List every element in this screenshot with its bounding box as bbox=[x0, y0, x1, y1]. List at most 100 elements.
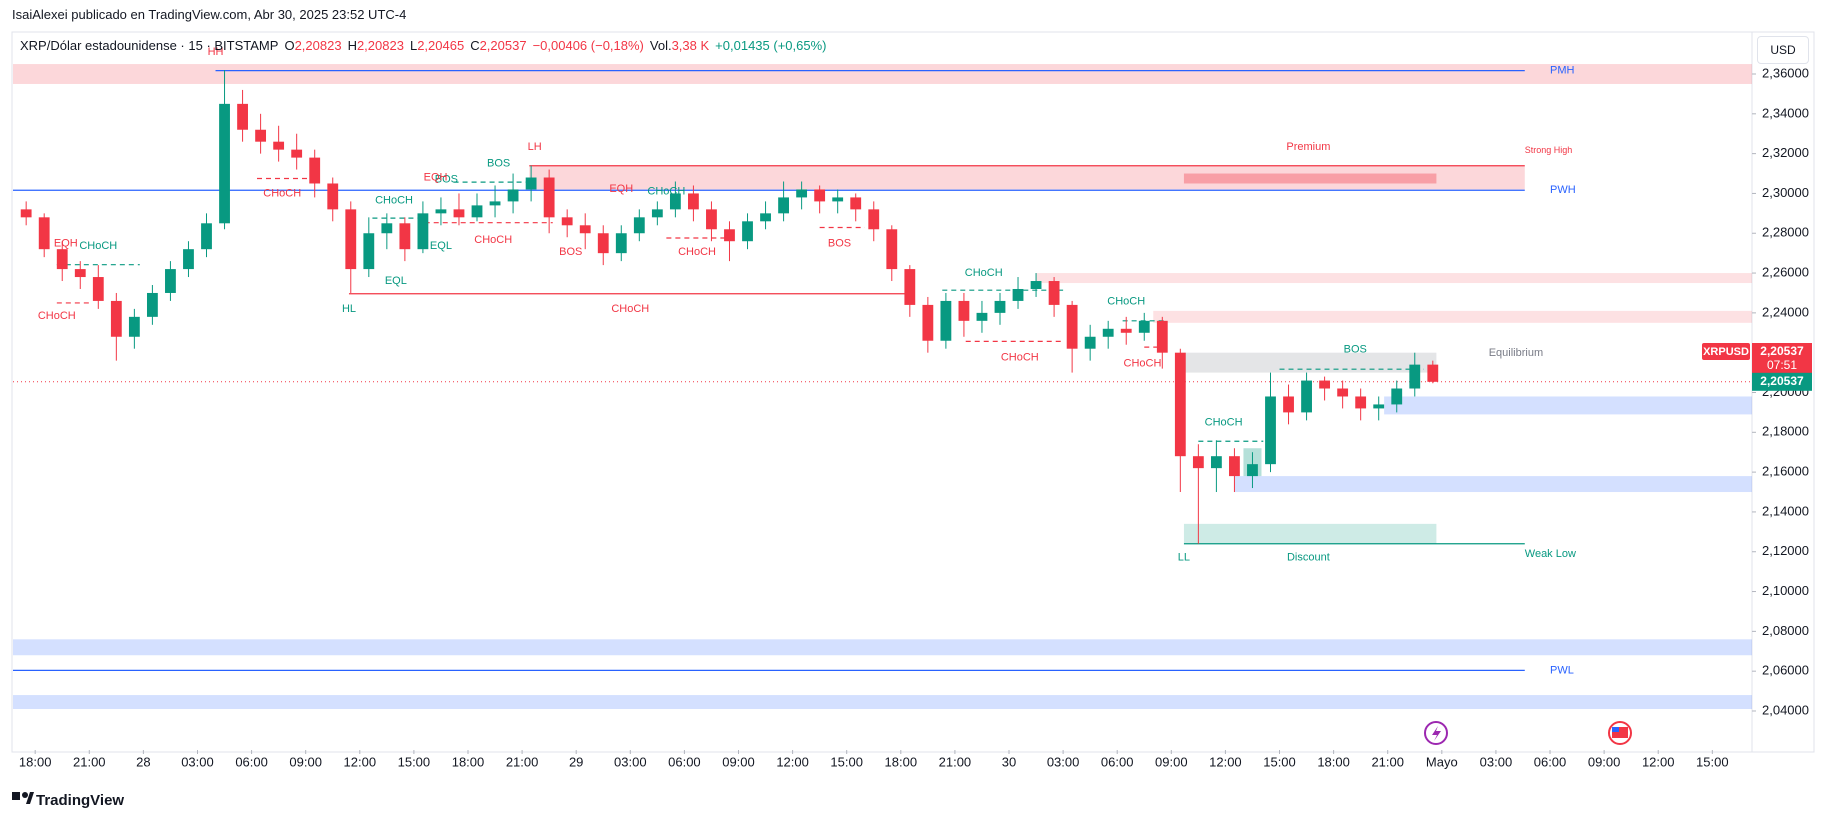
candle-body bbox=[1391, 388, 1403, 405]
annotation: BOS bbox=[435, 174, 458, 186]
x-tick-label: 12:00 bbox=[776, 754, 809, 769]
candle-body bbox=[92, 277, 104, 301]
x-tick-label: 06:00 bbox=[1101, 754, 1134, 769]
candle-body bbox=[1030, 281, 1042, 289]
annotation: CHoCH bbox=[38, 310, 76, 322]
candle-body bbox=[471, 205, 483, 218]
candle-body bbox=[832, 197, 844, 202]
price-tag-label: 2,20537 bbox=[1760, 374, 1804, 388]
x-tick-label: 12:00 bbox=[344, 754, 377, 769]
y-tick-label: 2,32000 bbox=[1762, 145, 1809, 160]
annotation: CHoCH bbox=[375, 195, 413, 207]
candle-body bbox=[183, 249, 194, 270]
candle-body bbox=[1427, 364, 1439, 382]
annotation: CHoCH bbox=[263, 188, 301, 200]
annotation: PWL bbox=[1550, 664, 1574, 676]
x-tick-label: 21:00 bbox=[73, 754, 106, 769]
candle-body bbox=[1138, 320, 1150, 333]
candle-body bbox=[1084, 336, 1096, 349]
candle-body bbox=[688, 193, 699, 210]
candle-body bbox=[633, 217, 645, 234]
candle-body bbox=[994, 300, 1006, 313]
candle-body bbox=[1247, 464, 1258, 477]
candle-body bbox=[1301, 380, 1312, 413]
x-tick-label: 18:00 bbox=[885, 754, 918, 769]
price-change: −0,00406 (−0,18%) bbox=[532, 38, 644, 53]
annotation: Premium bbox=[1286, 141, 1330, 153]
annotation: CHoCH bbox=[1107, 296, 1145, 308]
candle-body bbox=[525, 177, 537, 190]
plot: 2,04000 2,06000 2,08000 2,10000 2,12000 2,140… bbox=[13, 46, 1812, 769]
candle-body bbox=[273, 141, 285, 150]
y-tick-label: 2,24000 bbox=[1762, 304, 1809, 319]
annotation: Discount bbox=[1287, 552, 1330, 564]
event-icon-glyph bbox=[1432, 726, 1441, 741]
candle-body bbox=[615, 233, 627, 254]
candle-body bbox=[255, 129, 267, 142]
zone bbox=[1183, 523, 1437, 544]
candle-body bbox=[146, 292, 158, 317]
x-tick-label: 21:00 bbox=[1371, 754, 1404, 769]
x-tick-label: 21:00 bbox=[939, 754, 972, 769]
volume: Vol.3,38 K bbox=[650, 38, 709, 53]
symbol-name: XRP/Dólar estadounidense · 15 · BITSTAMP bbox=[20, 38, 279, 53]
annotation: Weak Low bbox=[1525, 548, 1576, 560]
candle-body bbox=[543, 177, 555, 218]
annotation: EQH bbox=[609, 183, 633, 195]
currency-button[interactable]: USD bbox=[1757, 36, 1809, 64]
annotation: CHoCH bbox=[678, 246, 716, 258]
zone bbox=[1183, 352, 1437, 373]
x-tick-label: 09:00 bbox=[289, 754, 322, 769]
candle-body bbox=[363, 233, 375, 270]
candle-body bbox=[724, 229, 735, 242]
y-tick-label: 2,08000 bbox=[1762, 623, 1809, 638]
x-tick-label: 03:00 bbox=[1047, 754, 1080, 769]
ohlc-item: L2,20465 bbox=[410, 38, 464, 53]
ohlc-value: 2,20537 bbox=[479, 38, 527, 53]
candle-body bbox=[651, 209, 663, 218]
y-tick-label: 2,28000 bbox=[1762, 225, 1809, 240]
x-tick-label: 12:00 bbox=[1209, 754, 1242, 769]
ohlc-label: L bbox=[409, 38, 418, 53]
publish-header: IsaiAlexei publicado en TradingView.com,… bbox=[12, 7, 407, 22]
x-tick-label: 15:00 bbox=[1696, 754, 1729, 769]
candle-body bbox=[1409, 364, 1421, 389]
y-tick-label: 2,16000 bbox=[1762, 464, 1809, 479]
ohlc-value: 2,20823 bbox=[294, 38, 342, 53]
candle-body bbox=[399, 223, 411, 250]
candle-body bbox=[435, 209, 447, 214]
candle-body bbox=[958, 300, 970, 321]
x-tick-label: 15:00 bbox=[398, 754, 431, 769]
zone bbox=[13, 639, 1752, 656]
candle-body bbox=[219, 103, 230, 224]
candle-body bbox=[1265, 396, 1276, 465]
candle-body bbox=[561, 217, 573, 226]
zone bbox=[1153, 310, 1752, 323]
candle-body bbox=[940, 300, 952, 341]
candle-body bbox=[796, 189, 808, 198]
ohlc-label: O bbox=[284, 38, 295, 53]
candle-body bbox=[706, 209, 717, 230]
annotation: CHoCH bbox=[1001, 352, 1039, 364]
x-tick-label: 18:00 bbox=[452, 754, 485, 769]
ohlc-item: O2,20823 bbox=[284, 38, 341, 53]
candle-body bbox=[814, 189, 826, 202]
y-tick-label: 2,12000 bbox=[1762, 543, 1809, 558]
annotation: HH bbox=[208, 46, 224, 58]
symbol-legend: XRP/Dólar estadounidense · 15 · BITSTAMP… bbox=[20, 38, 826, 53]
x-tick-label: 21:00 bbox=[506, 754, 539, 769]
candle-body bbox=[760, 213, 771, 222]
candle-body bbox=[507, 189, 519, 202]
candle-body bbox=[453, 209, 465, 218]
y-tick-label: 2,30000 bbox=[1762, 185, 1809, 200]
candle-body bbox=[1174, 352, 1186, 457]
price-tag-label: 2,20537 bbox=[1760, 344, 1804, 358]
x-tick-label: 15:00 bbox=[830, 754, 863, 769]
annotation: EQH bbox=[424, 171, 448, 183]
x-tick-label: 12:00 bbox=[1642, 754, 1675, 769]
candle-body bbox=[1210, 456, 1222, 469]
annotation: EQL bbox=[385, 275, 407, 287]
candle-body bbox=[742, 221, 753, 242]
annotation: BOS bbox=[559, 246, 582, 258]
